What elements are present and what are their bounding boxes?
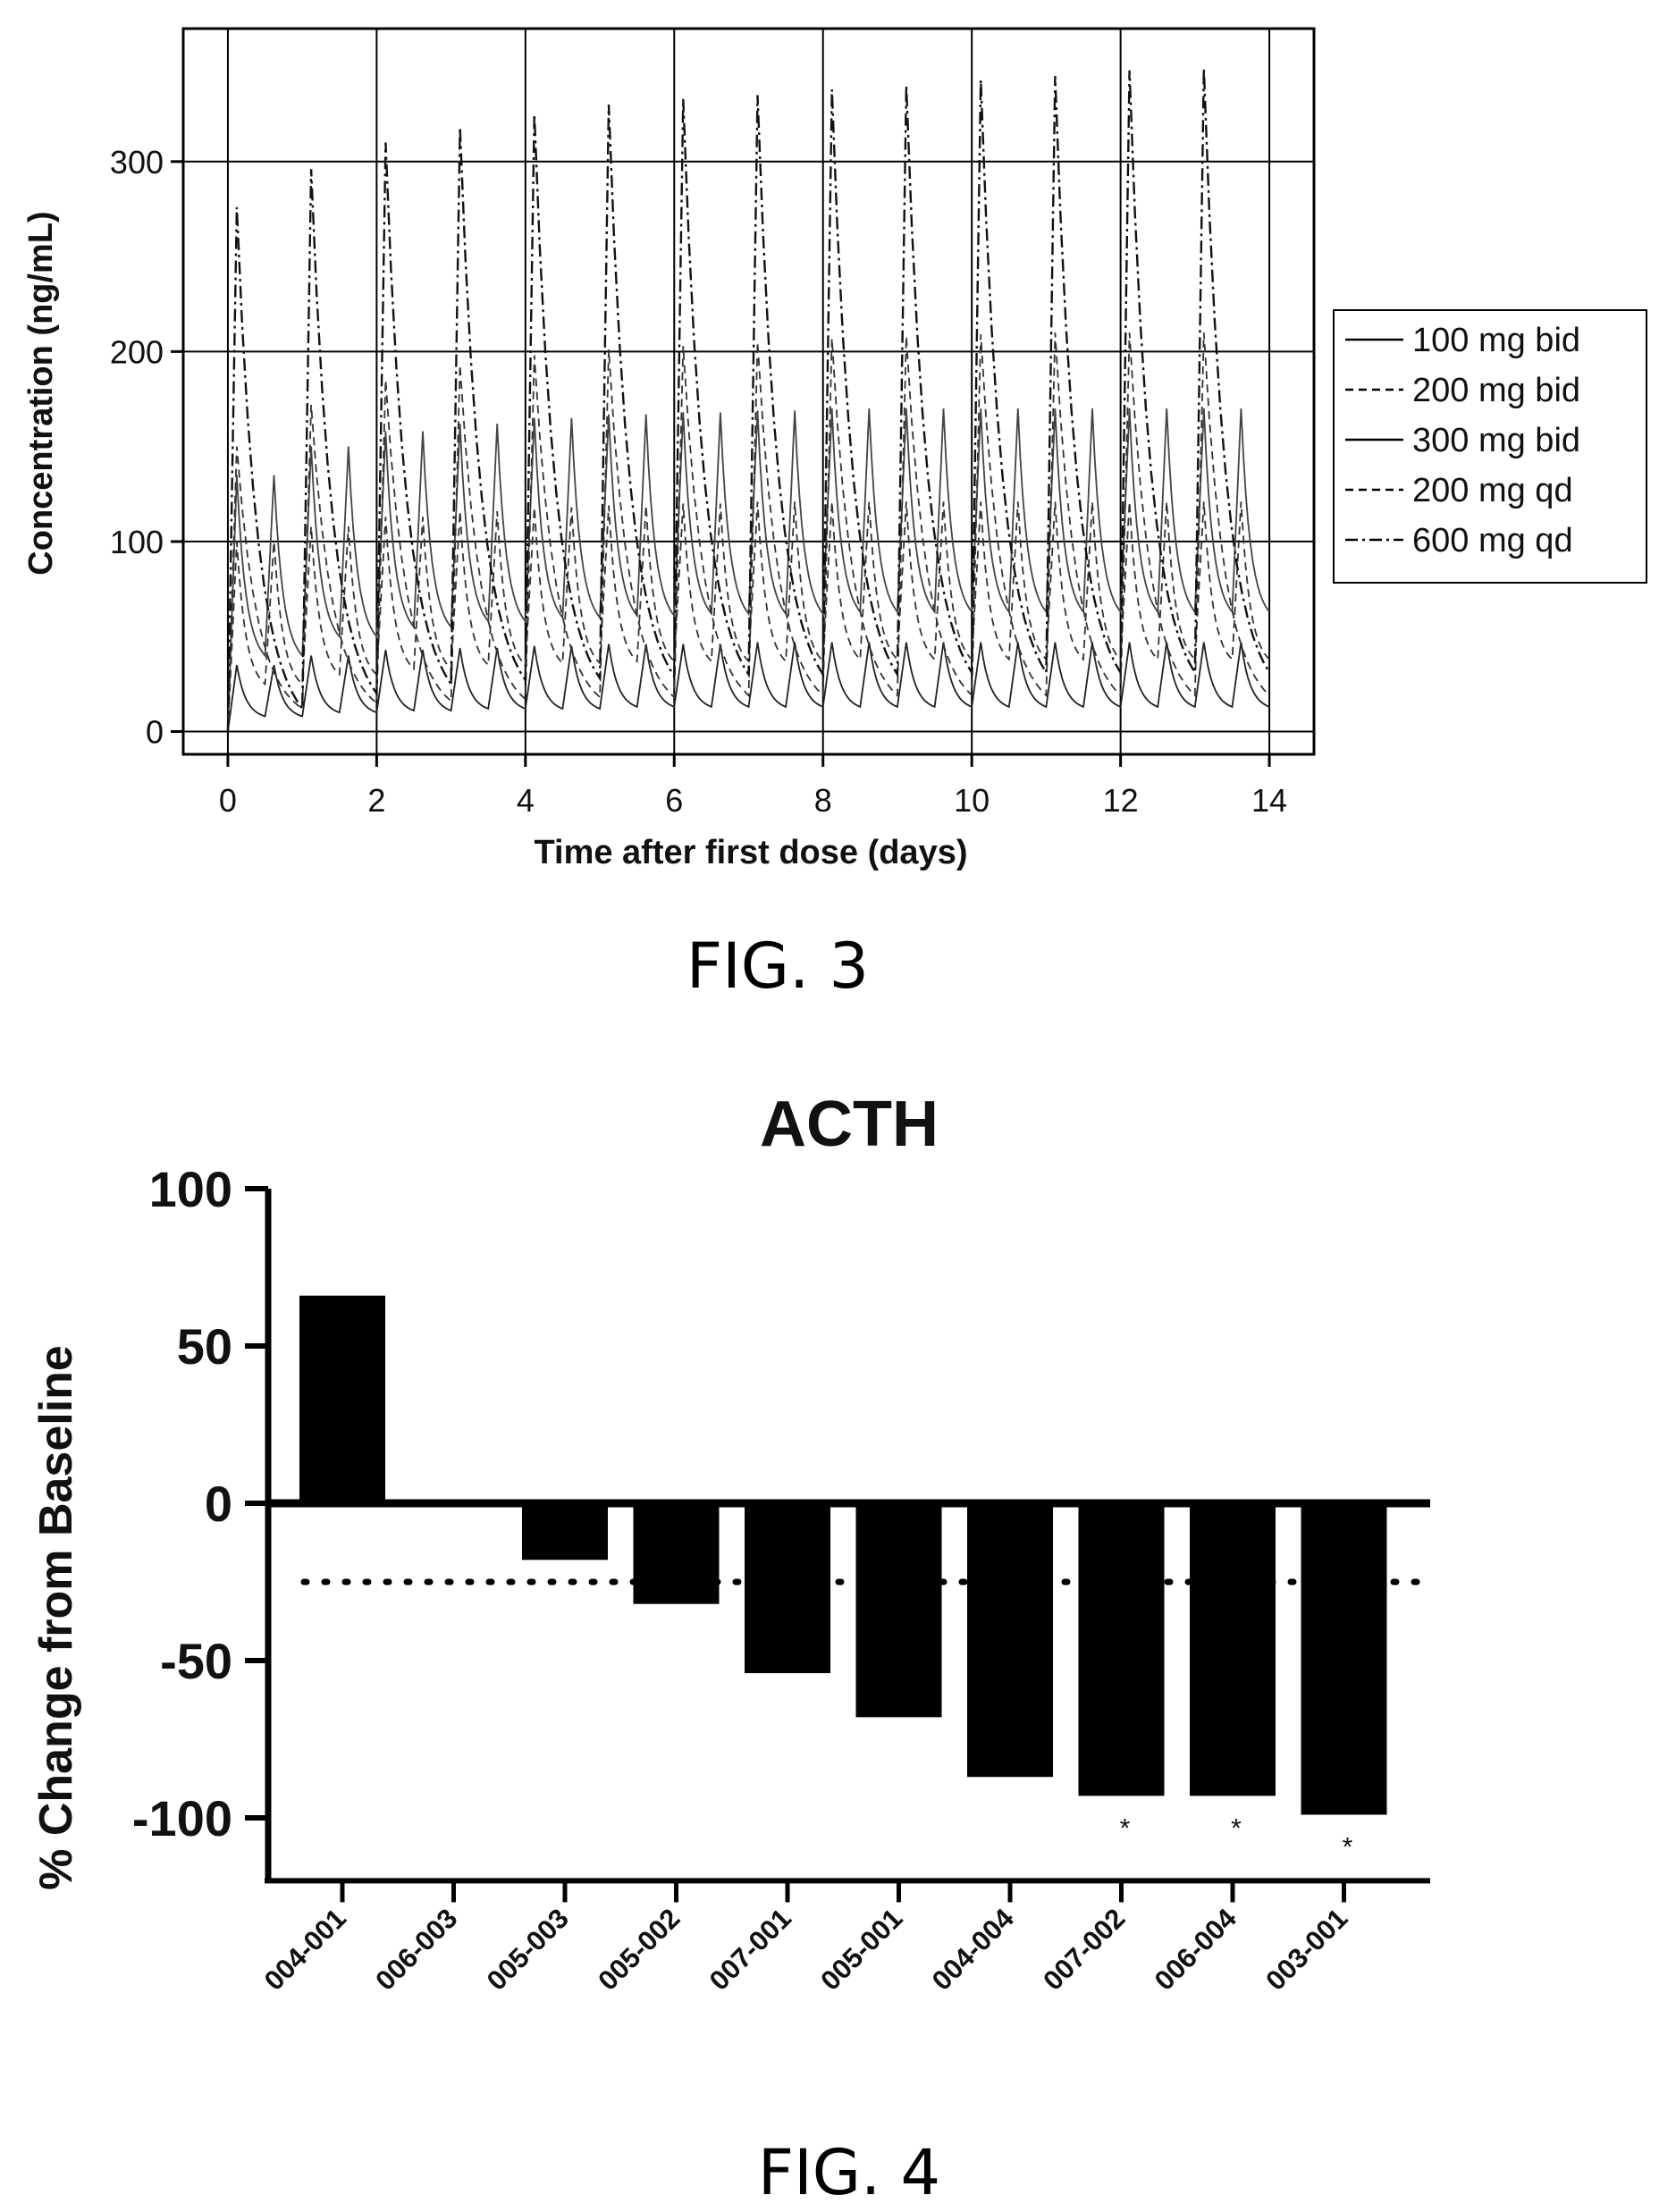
fig3-series-line (227, 332, 1270, 732)
fig4-significance-asterisk: * (1343, 1832, 1353, 1862)
fig3-series-line (227, 501, 1270, 732)
fig3-x-tick-label: 8 (814, 782, 832, 819)
fig4-chart-title: ACTH (760, 1089, 939, 1160)
fig3-x-tick-label: 12 (1103, 782, 1139, 819)
fig4-y-tick-label: 50 (177, 1318, 232, 1375)
fig3-gridlines (183, 29, 1314, 754)
fig3-y-tick-label: 100 (110, 524, 164, 560)
fig4-x-tick-label: 005-003 (481, 1903, 575, 1997)
fig4-bar (1190, 1503, 1276, 1796)
fig4-bars-group (299, 1295, 1387, 1815)
fig3-x-tick-label: 2 (367, 782, 385, 819)
fig4-bar (745, 1503, 830, 1674)
fig3-legend-label: 100 mg bid (1412, 322, 1580, 359)
fig3-series-line (227, 408, 1270, 732)
fig4-asterisks: * * * (1120, 1813, 1353, 1862)
fig4-x-tick-label: 006-004 (1149, 1902, 1243, 1997)
fig4-x-tick-label: 004-004 (926, 1902, 1021, 1997)
fig4-bar (299, 1295, 385, 1503)
fig4-x-tick-label: 005-002 (592, 1903, 686, 1997)
fig3-legend: 100 mg bid 200 mg bid 300 mg bid 200 mg qd 6… (1333, 309, 1647, 584)
fig3-legend-items: 100 mg bid 200 mg bid 300 mg bid 200 mg qd 6… (1345, 322, 1580, 559)
fig4-bar (967, 1503, 1053, 1778)
fig3-figure: 0 2 4 6 8 10 12 14 0 100 200 300 Time after first d… (22, 27, 1647, 1003)
fig4-significance-asterisk: * (1120, 1813, 1131, 1843)
fig3-y-axis-title: Concentration (ng/mL) (22, 211, 60, 575)
fig4-x-tick-label: 004-001 (258, 1903, 352, 1997)
fig4-x-tick-label: 007-001 (703, 1903, 797, 1997)
fig3-x-axis-title: Time after first dose (days) (534, 834, 967, 871)
fig3-series-line (226, 68, 1271, 732)
fig3-y-tick-label: 200 (110, 333, 164, 370)
fig4-y-axis-title: % Change from Baseline (30, 1345, 82, 1890)
fig3-series-line (227, 642, 1270, 732)
fig3-x-tick-label: 14 (1251, 782, 1287, 819)
fig3-tick-labels: 0 2 4 6 8 10 12 14 0 100 200 300 (110, 144, 1287, 819)
fig3-caption: FIG. 3 (686, 929, 869, 1003)
fig3-y-tick-label: 0 (146, 713, 164, 750)
fig4-axes (265, 1189, 1430, 1884)
fig4-bar (633, 1503, 720, 1604)
fig4-y-tick-label: 0 (205, 1476, 232, 1532)
fig4-significance-asterisk: * (1231, 1813, 1242, 1843)
fig4-bar (522, 1503, 608, 1560)
fig3-series-group (226, 68, 1271, 732)
fig4-y-tick-label: 100 (149, 1161, 232, 1217)
fig4-figure: ACTH % Change from Baseline 100 50 0 -50 -10… (30, 1089, 1434, 2209)
fig3-plot-frame (181, 27, 1316, 756)
fig3-legend-label: 300 mg bid (1412, 422, 1580, 459)
fig3-legend-box (1333, 309, 1647, 584)
fig3-y-tick-label: 300 (110, 144, 164, 181)
fig3-x-tick-label: 10 (954, 782, 990, 819)
fig3-legend-label: 600 mg qd (1412, 522, 1573, 559)
fig4-y-tick-label: -50 (160, 1633, 232, 1689)
fig3-legend-label: 200 mg qd (1412, 472, 1573, 509)
fig4-bar (855, 1503, 942, 1718)
fig4-bar (1301, 1503, 1387, 1815)
fig3-x-tick-label: 6 (665, 782, 683, 819)
fig4-x-tick-label: 006-003 (369, 1903, 463, 1997)
fig4-y-tick-label: -100 (132, 1790, 232, 1846)
fig3-x-tick-label: 4 (517, 782, 535, 819)
fig4-x-tick-label: 005-001 (814, 1903, 908, 1997)
fig4-caption: FIG. 4 (758, 2136, 940, 2209)
fig4-bar (1078, 1503, 1165, 1796)
fig4-x-tick-label: 003-001 (1259, 1903, 1353, 1997)
fig3-legend-label: 200 mg bid (1412, 372, 1580, 409)
fig4-x-tick-label: 007-002 (1037, 1903, 1131, 1997)
fig3-x-tick-label: 0 (219, 782, 237, 819)
